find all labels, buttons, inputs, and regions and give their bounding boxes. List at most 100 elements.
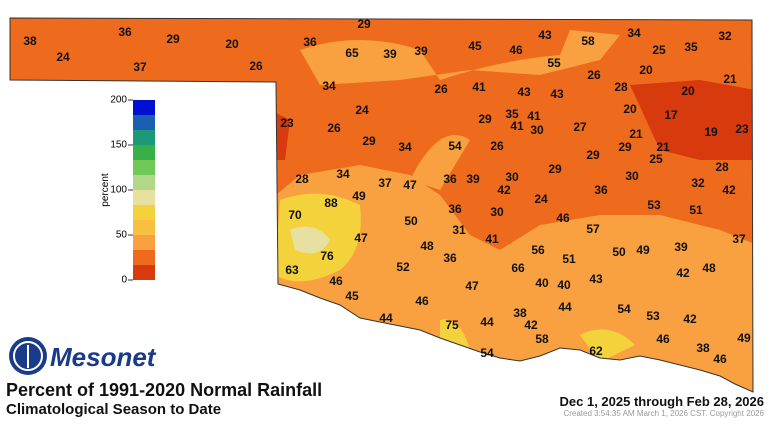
station-value: 24 <box>56 50 70 64</box>
station-value: 43 <box>517 85 531 99</box>
station-value: 57 <box>586 222 600 236</box>
station-value: 36 <box>443 172 457 186</box>
station-value: 19 <box>704 125 718 139</box>
station-value: 44 <box>379 311 393 325</box>
station-value: 51 <box>562 252 576 266</box>
station-value: 49 <box>737 331 751 345</box>
station-value: 20 <box>639 63 653 77</box>
station-value: 43 <box>550 87 564 101</box>
station-value: 20 <box>623 102 637 116</box>
station-value: 39 <box>414 44 428 58</box>
station-value: 36 <box>448 202 462 216</box>
station-value: 46 <box>415 294 429 308</box>
station-value: 29 <box>166 32 180 46</box>
legend-tick-label: 150 <box>110 140 127 151</box>
station-value: 26 <box>587 68 601 82</box>
station-value: 31 <box>452 223 466 237</box>
subtitle: Climatological Season to Date <box>6 401 221 418</box>
station-value: 39 <box>674 240 688 254</box>
station-value: 32 <box>718 29 732 43</box>
station-value: 54 <box>448 139 462 153</box>
station-value: 42 <box>683 312 697 326</box>
station-value: 42 <box>676 266 690 280</box>
station-value: 36 <box>303 35 317 49</box>
station-value: 36 <box>118 25 132 39</box>
legend: percent 0 50 100 150 200 <box>100 95 155 286</box>
station-value: 44 <box>558 300 572 314</box>
station-value: 24 <box>355 103 369 117</box>
station-value: 20 <box>681 84 695 98</box>
station-value: 58 <box>581 34 595 48</box>
legend-tick-label: 200 <box>110 95 127 106</box>
legend-label: percent <box>100 173 111 207</box>
station-value: 47 <box>465 279 479 293</box>
station-value: 38 <box>23 34 37 48</box>
logo: Mesonet <box>9 337 157 375</box>
station-value: 63 <box>285 263 299 277</box>
station-value: 34 <box>627 26 641 40</box>
station-value: 29 <box>362 134 376 148</box>
station-value: 26 <box>249 59 263 73</box>
station-value: 50 <box>612 245 626 259</box>
station-value: 45 <box>468 39 482 53</box>
station-value: 42 <box>722 183 736 197</box>
station-value: 26 <box>434 82 448 96</box>
station-value: 43 <box>589 272 603 286</box>
station-value: 25 <box>652 43 666 57</box>
station-value: 65 <box>345 46 359 60</box>
station-value: 21 <box>629 127 643 141</box>
station-value: 28 <box>614 80 628 94</box>
station-value: 29 <box>357 17 371 31</box>
station-value: 28 <box>295 172 309 186</box>
station-value: 24 <box>534 192 548 206</box>
station-value: 32 <box>691 176 705 190</box>
station-value: 45 <box>345 289 359 303</box>
station-value: 27 <box>573 120 587 134</box>
station-value: 76 <box>320 249 334 263</box>
station-value: 42 <box>497 183 511 197</box>
station-value: 44 <box>480 315 494 329</box>
station-value: 46 <box>556 211 570 225</box>
station-value: 37 <box>133 60 147 74</box>
station-value: 48 <box>420 239 434 253</box>
station-value: 53 <box>646 309 660 323</box>
station-value: 46 <box>656 332 670 346</box>
station-value: 34 <box>322 79 336 93</box>
station-value: 26 <box>490 139 504 153</box>
station-value: 21 <box>656 140 670 154</box>
station-value: 40 <box>535 276 549 290</box>
station-value: 21 <box>723 72 737 86</box>
station-value: 46 <box>329 274 343 288</box>
station-value: 25 <box>649 152 663 166</box>
station-value: 35 <box>505 107 519 121</box>
station-value: 41 <box>527 109 541 123</box>
station-value: 49 <box>352 189 366 203</box>
station-value: 26 <box>327 121 341 135</box>
station-value: 29 <box>478 112 492 126</box>
station-value: 75 <box>445 318 459 332</box>
station-value: 54 <box>617 302 631 316</box>
station-value: 53 <box>647 198 661 212</box>
station-value: 41 <box>485 232 499 246</box>
station-value: 39 <box>383 47 397 61</box>
station-value: 37 <box>732 232 746 246</box>
station-value: 41 <box>472 80 486 94</box>
station-value: 43 <box>538 28 552 42</box>
logo-text: Mesonet <box>50 342 157 372</box>
station-value: 88 <box>324 196 338 210</box>
station-value: 41 <box>510 119 524 133</box>
station-value: 29 <box>618 140 632 154</box>
station-value: 23 <box>280 116 294 130</box>
station-value: 20 <box>225 37 239 51</box>
station-value: 17 <box>664 108 678 122</box>
station-value: 34 <box>336 167 350 181</box>
station-value: 40 <box>557 278 571 292</box>
station-value: 55 <box>547 56 561 70</box>
station-value: 46 <box>509 43 523 57</box>
station-value: 52 <box>396 260 410 274</box>
station-value: 30 <box>505 170 519 184</box>
station-value: 39 <box>466 172 480 186</box>
station-value: 47 <box>354 231 368 245</box>
station-value: 34 <box>398 140 412 154</box>
